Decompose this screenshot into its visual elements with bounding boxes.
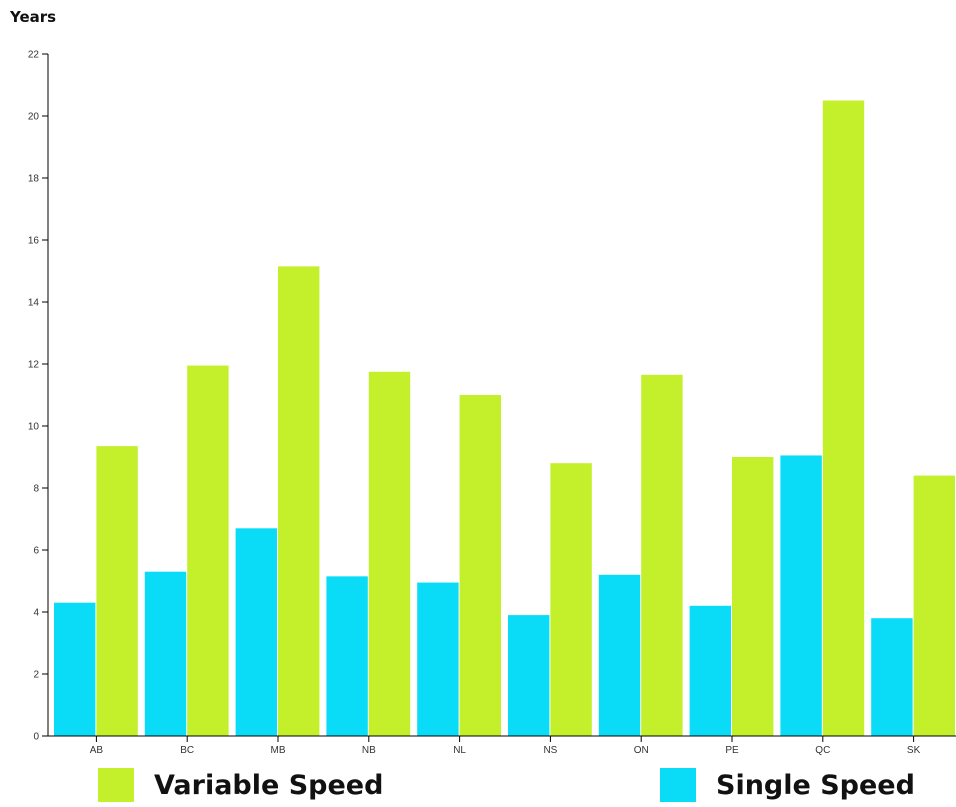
bar-variable-speed-nb — [368, 371, 411, 736]
bar-single-speed-ns — [508, 615, 550, 736]
bar-single-speed-qc — [780, 455, 822, 736]
bar-single-speed-nb — [326, 576, 368, 736]
y-tick-label: 2 — [33, 670, 39, 681]
y-tick-label: 10 — [28, 422, 40, 433]
y-tick-label: 22 — [28, 50, 40, 61]
legend-swatch-single-speed — [660, 768, 696, 802]
bar-single-speed-nl — [417, 582, 459, 736]
bar-variable-speed-pe — [732, 457, 774, 736]
bars — [54, 100, 955, 736]
y-tick-label: 12 — [28, 360, 40, 371]
bar-variable-speed-ns — [550, 463, 592, 736]
bar-single-speed-mb — [235, 528, 277, 736]
x-tick-label: BC — [180, 745, 194, 756]
y-tick-label: 18 — [28, 174, 40, 185]
y-tick-label: 4 — [33, 608, 39, 619]
x-axis: AB BC MB NB NL NS ON PE QC SK — [48, 735, 956, 756]
y-axis: 0 2 4 6 8 10 12 14 16 18 20 22 — [28, 50, 49, 743]
legend-item-single-speed: Single Speed — [660, 768, 915, 802]
legend-swatch-variable-speed — [98, 768, 134, 802]
y-tick-label: 16 — [28, 236, 40, 247]
bar-single-speed-on — [598, 574, 641, 736]
x-tick-label: NS — [543, 745, 557, 756]
legend-item-variable-speed: Variable Speed — [98, 768, 383, 802]
x-tick-label: NB — [362, 745, 376, 756]
bar-single-speed-bc — [144, 571, 187, 736]
x-tick-label: ON — [634, 745, 649, 756]
bar-variable-speed-ab — [96, 446, 138, 736]
bar-variable-speed-on — [641, 374, 683, 736]
y-tick-label: 8 — [33, 484, 39, 495]
legend-label-single-speed: Single Speed — [716, 769, 915, 801]
bar-single-speed-pe — [689, 605, 731, 736]
y-tick-label: 14 — [28, 298, 40, 309]
x-tick-label: QC — [815, 745, 830, 756]
x-tick-label: PE — [725, 745, 739, 756]
y-tick-label: 0 — [33, 732, 39, 743]
y-tick-label: 20 — [28, 112, 40, 123]
x-tick-label: SK — [907, 745, 921, 756]
y-tick-label: 6 — [33, 546, 39, 557]
bar-single-speed-ab — [54, 602, 96, 736]
bar-variable-speed-bc — [187, 365, 229, 736]
bar-single-speed-sk — [871, 618, 913, 736]
bar-variable-speed-qc — [822, 100, 865, 736]
x-tick-label: MB — [271, 745, 286, 756]
bar-variable-speed-mb — [278, 266, 320, 736]
legend-label-variable-speed: Variable Speed — [154, 769, 384, 801]
y-axis-label: Years — [10, 8, 57, 26]
x-tick-label: AB — [90, 745, 104, 756]
bar-variable-speed-sk — [913, 475, 955, 736]
bar-variable-speed-nl — [459, 395, 501, 736]
x-tick-label: NL — [453, 745, 466, 756]
